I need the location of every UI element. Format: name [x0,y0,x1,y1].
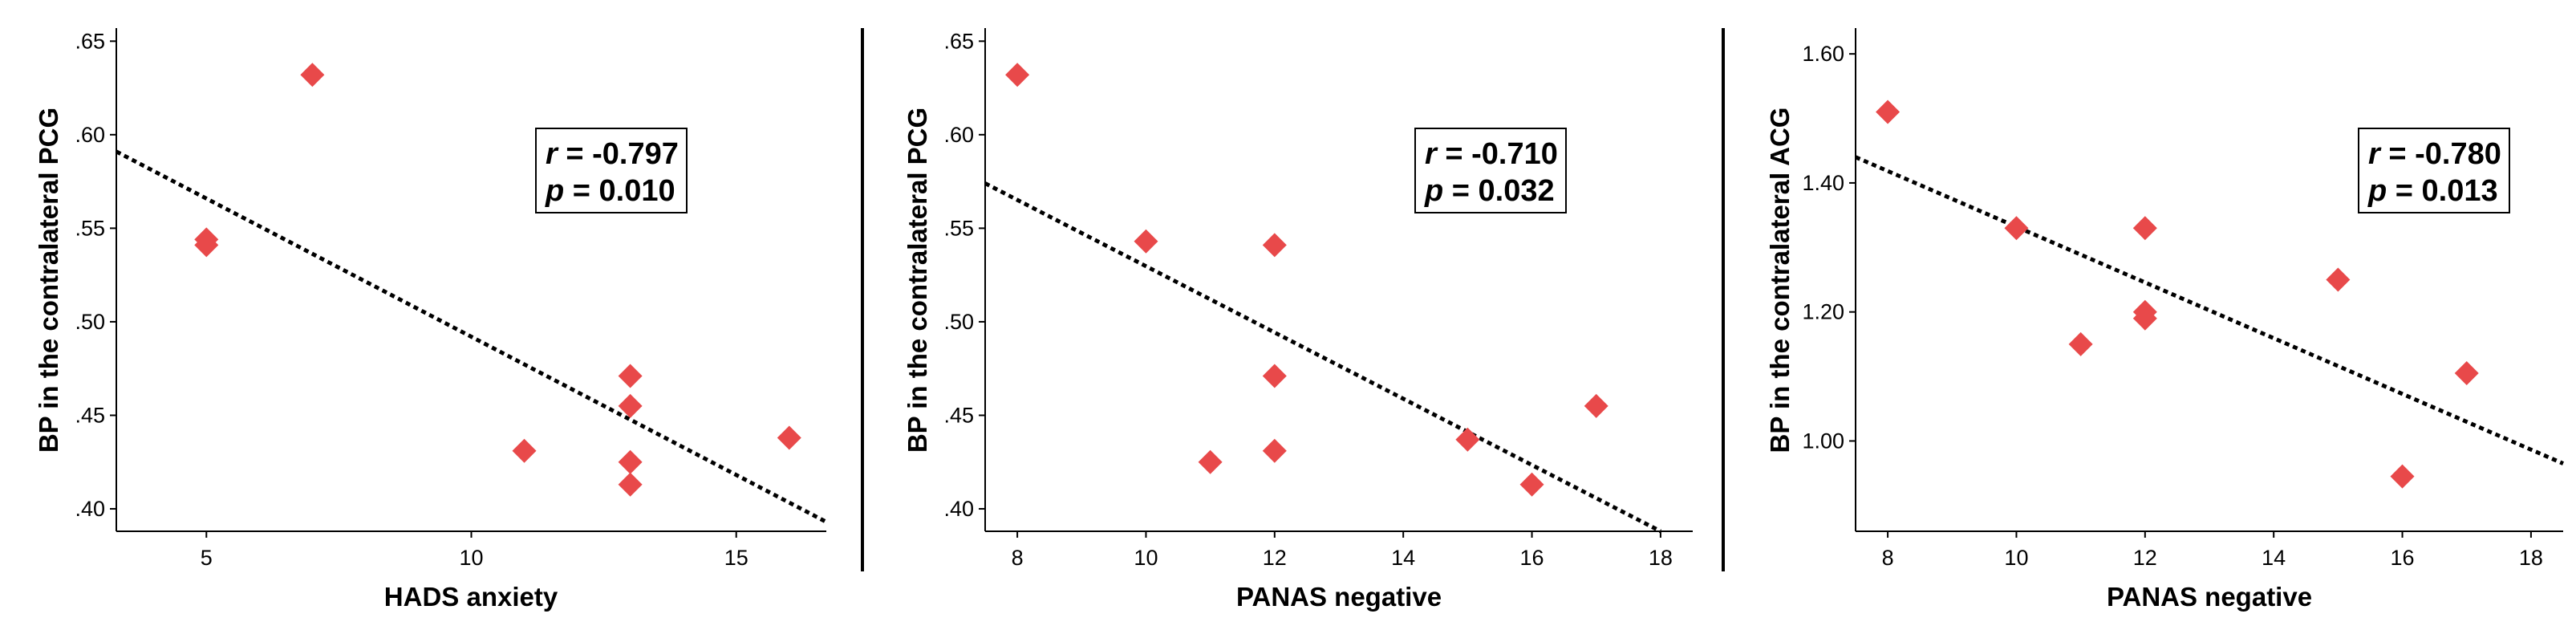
data-point [1262,364,1287,388]
data-point [1262,438,1287,463]
scatter-panel-panas-acg: 1.00 1.20 1.40 1.60 8 10 12 14 16 18 PANAS negat… [1765,28,2564,612]
x-tick-label: 10 [1134,546,1158,570]
x-tick-label: 12 [2133,546,2157,570]
svg-text:p = 0.032: p = 0.032 [1424,174,1555,208]
x-tick-label: 10 [459,546,483,570]
svg-text:p = 0.010: p = 0.010 [545,174,675,208]
x-axis-label: HADS anxiety [384,582,558,612]
data-point [2390,464,2415,489]
r-value: = -0.780 [2388,137,2501,171]
data-point [2326,267,2351,292]
x-tick-label: 14 [2262,546,2286,570]
y-ticks: 1.00 1.20 1.40 1.60 [1802,42,1856,453]
y-axis-label: BP in the contralateral PCG [34,108,63,453]
y-tick-label: 1.20 [1802,300,1844,324]
data-points [1005,63,1608,497]
y-tick-label: .50 [75,310,105,334]
r-label: r [546,137,559,171]
svg-text:r = -0.797: r = -0.797 [546,137,679,171]
x-tick-label: 16 [1520,546,1544,570]
data-point [2068,331,2093,356]
x-tick-label: 18 [2519,546,2543,570]
r-value: = -0.797 [566,137,679,171]
svg-text:p = 0.013: p = 0.013 [2367,174,2498,208]
x-tick-label: 15 [724,546,748,570]
x-tick-label: 8 [1012,546,1024,570]
p-label: p [545,174,564,208]
x-axis-label: PANAS negative [2107,582,2312,612]
data-point [1005,63,1030,87]
data-point [1876,100,1901,124]
y-tick-label: .65 [943,29,974,53]
data-point [618,393,643,418]
svg-text:r = -0.710: r = -0.710 [1425,137,1558,171]
data-point [618,364,643,388]
x-tick-label: 18 [1649,546,1673,570]
data-point [194,233,219,258]
data-point [2004,216,2029,241]
x-axis-label: PANAS negative [1236,582,1442,612]
y-tick-label: 1.00 [1802,429,1844,453]
y-tick-label: .60 [943,123,974,147]
x-tick-label: 5 [201,546,213,570]
data-point [1134,229,1158,254]
regression-line [115,149,828,524]
p-label: p [2367,174,2387,208]
y-tick-label: .45 [943,403,974,427]
data-point [1198,449,1223,474]
y-tick-label: 1.60 [1802,42,1844,66]
data-point [777,425,801,450]
scatter-panel-panas-pcg: .40 .45 .50 .55 .60 .65 8 10 12 14 16 18 PANAS neg… [903,28,1693,612]
data-point [1584,393,1608,418]
y-tick-label: .50 [943,310,974,334]
y-ticks: .40 .45 .50 .55 .60 .65 [75,29,116,521]
data-points [194,63,801,497]
x-ticks: 5 10 15 [201,531,748,570]
p-value: = 0.032 [1452,174,1555,208]
stats-box: r = -0.710 p = 0.032 [1414,128,1567,213]
y-tick-label: .45 [75,403,105,427]
data-point [512,438,537,463]
regression-line [984,181,1662,534]
y-tick-label: .55 [75,216,105,240]
x-ticks: 8 10 12 14 16 18 [1012,531,1673,570]
data-point [2454,361,2479,386]
svg-text:r = -0.780: r = -0.780 [2368,137,2501,171]
x-ticks: 8 10 12 14 16 18 [1882,531,2543,570]
y-tick-label: .65 [75,29,105,53]
y-tick-label: .60 [75,123,105,147]
data-point [618,472,643,497]
data-point [2132,216,2157,241]
y-tick-label: .40 [75,497,105,521]
stats-box: r = -0.797 p = 0.010 [535,128,688,213]
p-value: = 0.013 [2395,174,2498,208]
x-tick-label: 12 [1263,546,1287,570]
r-value: = -0.710 [1445,137,1558,171]
data-point [618,449,643,474]
y-tick-label: .40 [943,497,974,521]
y-tick-label: .55 [943,216,974,240]
stats-box: r = -0.780 p = 0.013 [2358,128,2510,213]
y-tick-label: 1.40 [1802,171,1844,195]
x-tick-label: 14 [1391,546,1415,570]
p-value: = 0.010 [573,174,675,208]
data-points [1876,100,2479,489]
r-label: r [1425,137,1438,171]
x-tick-label: 16 [2391,546,2415,570]
p-label: p [1424,174,1443,208]
y-axis-label: BP in the contralateral ACG [1765,108,1795,453]
x-tick-label: 8 [1882,546,1894,570]
data-point [300,63,325,87]
y-axis-label: BP in the contralateral PCG [903,108,932,453]
data-point [1455,427,1480,452]
scatter-panel-hads-anxiety: .40 .45 .50 .55 .60 .65 5 10 15 HADS anxiety BP… [34,28,828,612]
data-point [1519,472,1544,497]
x-tick-label: 10 [2004,546,2028,570]
data-point [1262,233,1287,258]
r-label: r [2368,137,2382,171]
y-ticks: .40 .45 .50 .55 .60 .65 [943,29,985,521]
data-point [2132,306,2157,331]
